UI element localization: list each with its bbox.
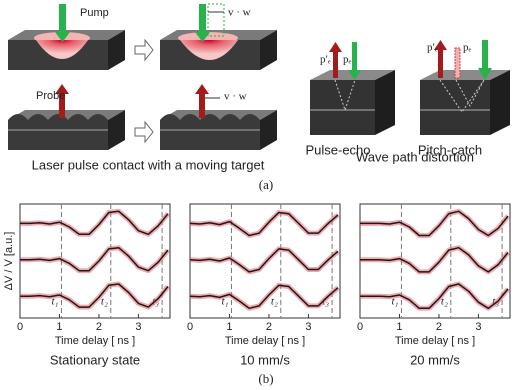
pe-prime-label: p′ₑ [320, 54, 331, 66]
pulse-echo-block [310, 42, 395, 135]
probe-block [8, 84, 125, 150]
x-axis-label: Time delay [ ns ] [395, 335, 475, 347]
caption-left: Laser pulse contact with a moving target [32, 157, 265, 172]
pulse-echo-label: Pulse-echo [305, 142, 370, 157]
pe-label: pₑ [463, 42, 472, 54]
x-tick-label: 0 [357, 321, 363, 333]
arrow [134, 120, 154, 144]
panel-caption: 20 mm/s [410, 352, 460, 367]
marker-label: t₁ [222, 296, 229, 308]
pe-label: pₑ [343, 54, 352, 66]
trace-fit [189, 248, 339, 273]
trace-fit [189, 284, 339, 310]
marker-label: t₁ [52, 296, 59, 308]
trace-fit [360, 210, 509, 237]
panel-caption: 10 mm/s [240, 352, 290, 367]
y-axis-label: ΔV / V [a.u.] [3, 232, 15, 291]
trace-fit [189, 211, 339, 237]
x-tick-label: 3 [475, 321, 481, 333]
trace-fit [20, 246, 169, 272]
marker-label: t₂ [441, 296, 448, 308]
x-axis-label: Time delay [ ns ] [225, 335, 305, 347]
probe-block-moved [160, 84, 277, 150]
marker-label: t₂ [271, 296, 278, 308]
x-tick-label: 1 [396, 321, 402, 333]
pe-prime-label: p′ₑ [427, 42, 438, 54]
x-tick-label: 0 [17, 321, 23, 333]
x-tick-label: 2 [266, 321, 272, 333]
x-tick-label: 1 [56, 321, 62, 333]
trace-fit [20, 283, 169, 308]
panel-caption: Stationary state [50, 352, 140, 367]
arrow [134, 38, 154, 62]
pitch-catch-block [420, 40, 510, 135]
x-tick-label: 0 [187, 321, 193, 333]
trace-fit [360, 246, 509, 273]
x-tick-label: 3 [135, 321, 141, 333]
pump-block-moved [160, 3, 277, 70]
x-axis-label: Time delay [ ns ] [55, 335, 135, 347]
vw-label: v · w [228, 7, 251, 19]
caption-right: Wave path distortion [356, 149, 474, 164]
panel-label: (a) [259, 177, 273, 192]
trace-fit [20, 210, 169, 236]
panel-label: (b) [258, 371, 273, 386]
probe-label: Probe [36, 90, 65, 102]
x-tick-label: 2 [96, 321, 102, 333]
trace-fit [360, 283, 509, 310]
marker-label: t₁ [392, 296, 399, 308]
pump-label: Pump [80, 7, 109, 19]
vw-label: v · w [224, 91, 247, 103]
pitch-catch-label: Pitch-catch [418, 142, 482, 157]
x-tick-label: 3 [305, 321, 311, 333]
x-tick-label: 2 [436, 321, 442, 333]
pump-block [8, 4, 125, 70]
x-tick-label: 1 [226, 321, 232, 333]
marker-label: t₂ [101, 296, 108, 308]
